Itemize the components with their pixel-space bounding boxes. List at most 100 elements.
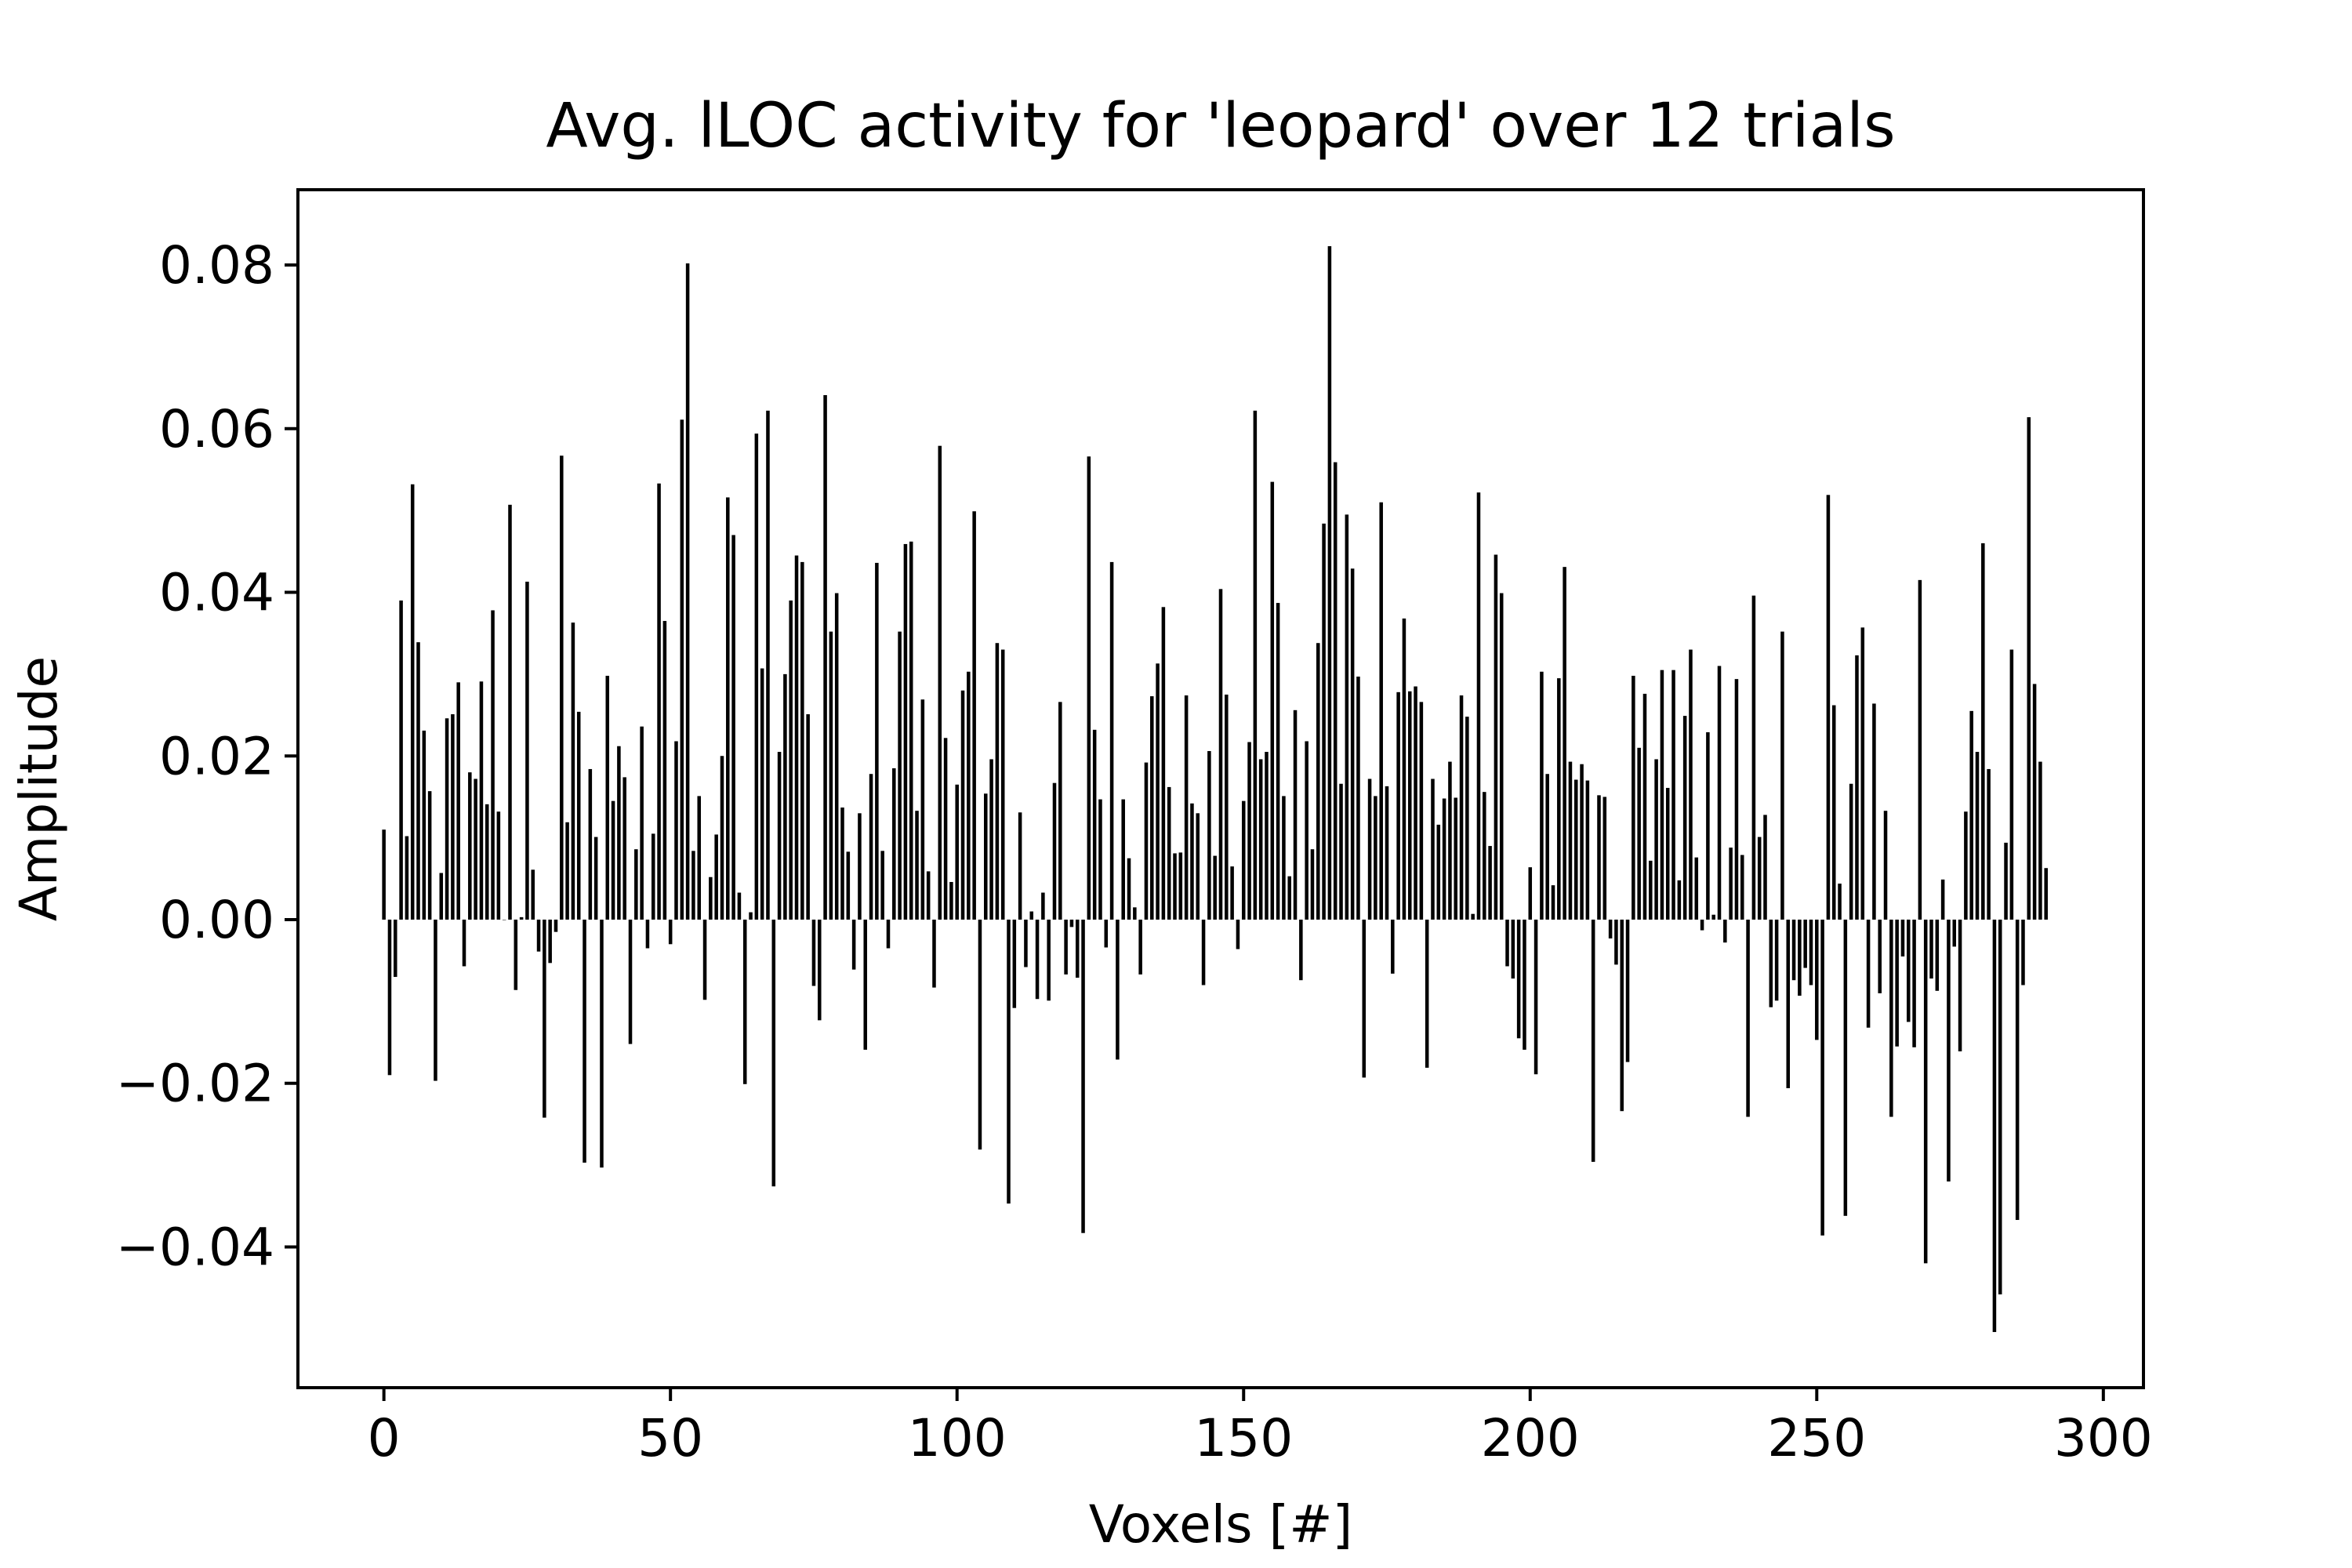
bar [1058,702,1062,920]
chart-title: Avg. lLOC activity for 'leopard' over 12… [546,91,1895,162]
bar [485,804,489,920]
bar [920,699,925,920]
bar [829,631,833,920]
bar [1218,589,1223,920]
x-tick-label: 0 [368,1408,401,1468]
bar [1282,796,1286,920]
bar [972,511,976,920]
bar [863,919,868,1050]
bar [771,919,776,1187]
bar [892,768,896,920]
bar [1585,780,1590,920]
bar [1236,919,1240,949]
bar [1820,919,1824,1236]
bar [777,752,782,920]
bar [1116,919,1120,1060]
bar [1843,919,1848,1216]
bar [674,741,678,920]
y-tick-label: 0.02 [159,726,274,786]
bar [1872,703,1876,920]
bar [1929,919,1933,979]
bar [1746,919,1750,1117]
bar [1173,853,1177,920]
bar [1969,710,1973,920]
bar [742,919,747,1084]
bar [995,643,1000,920]
bar [1665,787,1670,920]
bar [1333,462,1338,920]
bar [960,690,965,920]
bar [1545,774,1549,920]
bar [519,916,524,920]
bar [1935,919,1940,991]
y-tick-label: 0.08 [159,235,274,296]
bar [1024,919,1028,967]
bar [1442,798,1446,920]
bar [1391,919,1395,974]
bar [1568,761,1573,920]
bar [1258,759,1263,920]
bar [1436,824,1441,920]
bar [1608,919,1613,938]
bar [989,759,993,920]
bar [1505,919,1509,967]
bar [645,919,650,949]
bar [1981,543,1985,920]
bar [1534,919,1538,1075]
bar [1964,811,1968,920]
bar [1975,752,1980,920]
bar [783,673,787,920]
bar [1614,919,1618,965]
bar [571,622,575,920]
bar [1270,481,1275,920]
y-axis-ticks: −0.04 −0.02 0.00 0.02 0.04 0.06 0.08 [116,235,298,1277]
bar [1035,919,1040,1000]
bar [1706,731,1710,920]
bar [1075,919,1080,978]
bar [394,919,397,978]
bar [811,919,816,986]
bar [1637,747,1641,920]
bar [1907,919,1911,1022]
bar [926,871,931,920]
bar [1018,812,1022,920]
x-tick-label: 150 [1194,1408,1293,1468]
bar [410,484,415,920]
bar-series [382,246,2048,1333]
bar [1213,855,1217,920]
bar [1109,561,1114,920]
bar [1092,729,1097,920]
bar [416,642,420,920]
bar [1987,768,1991,920]
y-tick-label: −0.02 [116,1054,274,1114]
bar [880,851,884,920]
x-axis-ticks: 0 50 100 150 200 250 300 [368,1388,2153,1468]
bar [1642,693,1647,920]
x-tick-label: 300 [2054,1408,2153,1468]
bar [1878,919,1882,993]
bar [691,851,695,920]
bar [640,726,644,920]
bar [422,730,426,920]
bar [1471,913,1475,920]
bar [766,410,770,920]
bar [405,836,409,920]
bar [709,877,713,920]
bar [1156,663,1160,920]
bar [886,919,891,949]
bar [1563,567,1566,920]
bar [1184,695,1189,920]
bar [1557,678,1561,920]
bar [1350,568,1355,920]
bar [858,813,862,920]
bar [1958,919,1962,1052]
bar [1591,919,1595,1162]
bar [1305,741,1308,920]
bar [720,756,724,920]
bar [817,919,822,1021]
bar [1362,919,1367,1078]
bar [1900,919,1905,956]
bar [1947,919,1951,1181]
bar [1826,495,1831,920]
